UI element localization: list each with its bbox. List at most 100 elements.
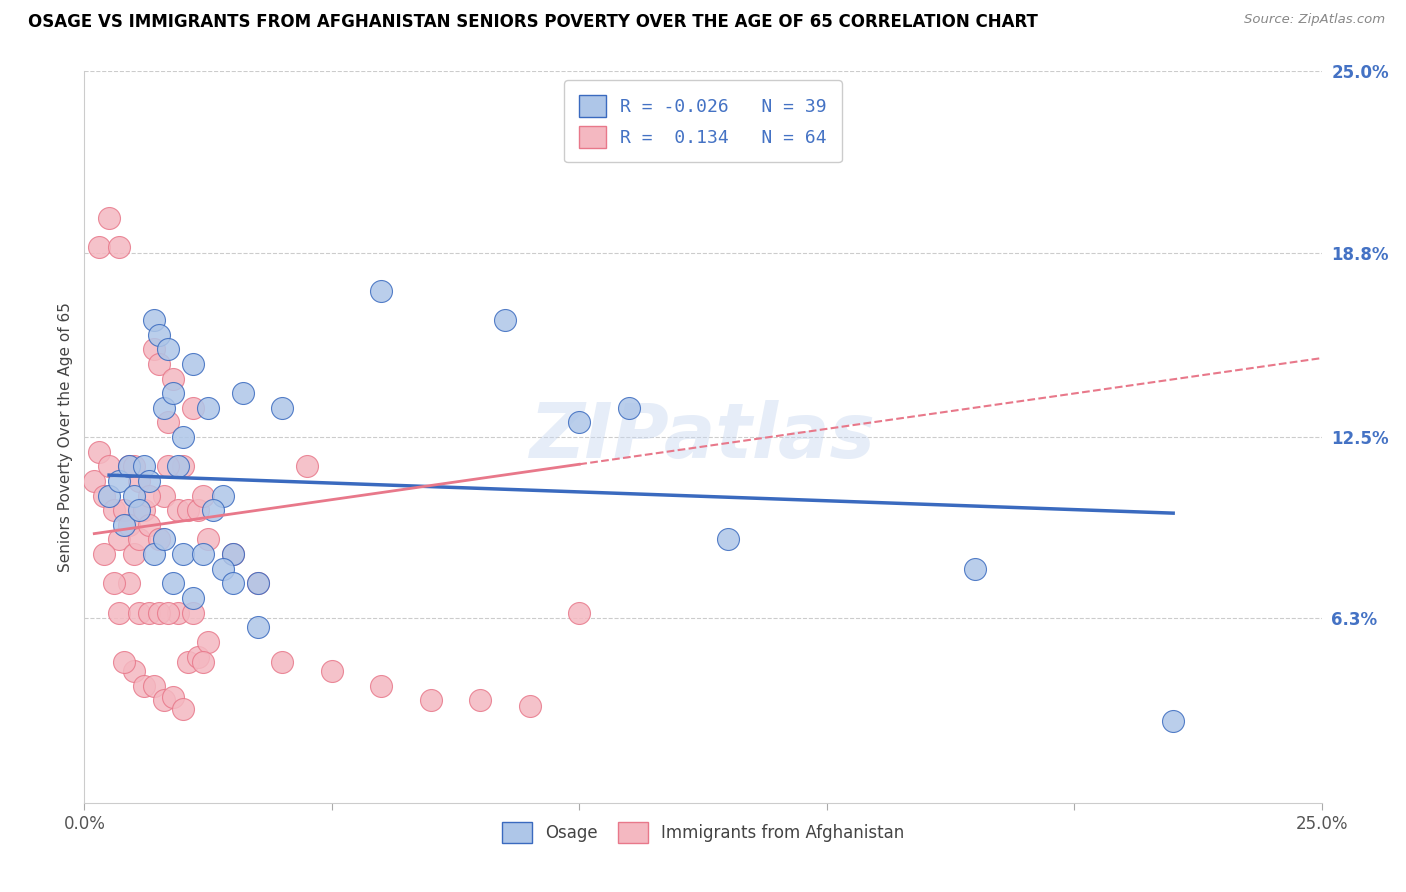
Point (172, 430, 194, 444)
Point (246, 576, 269, 591)
Point (108, 606, 131, 620)
Point (246, 620, 269, 634)
Point (122, 489, 145, 503)
Point (108, 240, 131, 254)
Point (197, 533, 219, 547)
Point (212, 489, 235, 503)
Point (370, 284, 392, 298)
Point (162, 690, 184, 705)
Point (172, 702, 194, 716)
Point (112, 517, 135, 532)
Point (162, 371, 184, 385)
Point (152, 693, 174, 707)
Point (167, 503, 190, 517)
Point (108, 533, 131, 547)
Point (118, 459, 141, 474)
Point (470, 693, 492, 707)
Point (122, 664, 145, 678)
Point (370, 679, 392, 693)
Point (128, 606, 150, 620)
Point (157, 416, 180, 430)
Point (187, 649, 209, 664)
Point (89, 444, 111, 458)
Point (222, 547, 245, 561)
Point (232, 386, 254, 401)
Point (103, 576, 125, 591)
Point (162, 386, 184, 401)
Text: ZIPatlas: ZIPatlas (530, 401, 876, 474)
Point (568, 416, 591, 430)
Y-axis label: Seniors Poverty Over the Age of 65: Seniors Poverty Over the Age of 65 (58, 302, 73, 572)
Text: Source: ZipAtlas.com: Source: ZipAtlas.com (1244, 13, 1385, 27)
Point (142, 313, 165, 327)
Point (519, 699, 541, 714)
Point (103, 503, 125, 517)
Point (148, 606, 170, 620)
Point (118, 459, 141, 474)
Point (132, 679, 155, 693)
Point (108, 474, 131, 488)
Point (128, 474, 150, 488)
Point (112, 503, 135, 517)
Point (717, 533, 740, 547)
Point (222, 547, 245, 561)
Point (152, 489, 174, 503)
Point (494, 313, 516, 327)
Point (181, 606, 204, 620)
Point (138, 517, 160, 532)
Point (321, 664, 343, 678)
Point (128, 503, 150, 517)
Point (98, 211, 121, 225)
Point (271, 401, 294, 415)
Point (1161, 714, 1184, 728)
Point (157, 606, 180, 620)
Point (98, 459, 121, 474)
Text: OSAGE VS IMMIGRANTS FROM AFGHANISTAN SENIORS POVERTY OVER THE AGE OF 65 CORRELAT: OSAGE VS IMMIGRANTS FROM AFGHANISTAN SEN… (28, 13, 1038, 31)
Point (148, 357, 170, 371)
Point (118, 517, 141, 532)
Point (191, 656, 214, 670)
Point (181, 401, 204, 415)
Point (197, 401, 219, 415)
Point (191, 547, 214, 561)
Point (965, 562, 987, 576)
Point (419, 693, 441, 707)
Point (132, 459, 155, 474)
Point (202, 503, 225, 517)
Point (83, 474, 105, 488)
Point (617, 401, 640, 415)
Point (172, 459, 194, 474)
Point (181, 357, 204, 371)
Point (295, 459, 318, 474)
Point (142, 547, 165, 561)
Point (142, 679, 165, 693)
Point (112, 656, 135, 670)
Point (138, 474, 160, 488)
Point (148, 327, 170, 342)
Point (172, 547, 194, 561)
Point (122, 547, 145, 561)
Point (93, 489, 115, 503)
Point (157, 343, 180, 357)
Point (148, 533, 170, 547)
Point (128, 533, 150, 547)
Point (132, 503, 155, 517)
Point (568, 606, 591, 620)
Point (187, 503, 209, 517)
Point (197, 635, 219, 649)
Point (89, 240, 111, 254)
Point (152, 401, 174, 415)
Point (177, 503, 200, 517)
Point (191, 489, 214, 503)
Point (167, 459, 190, 474)
Point (93, 547, 115, 561)
Point (138, 606, 160, 620)
Point (222, 576, 245, 591)
Point (167, 606, 190, 620)
Point (177, 656, 200, 670)
Point (98, 489, 121, 503)
Point (118, 576, 141, 591)
Point (122, 459, 145, 474)
Point (157, 459, 180, 474)
Point (212, 562, 235, 576)
